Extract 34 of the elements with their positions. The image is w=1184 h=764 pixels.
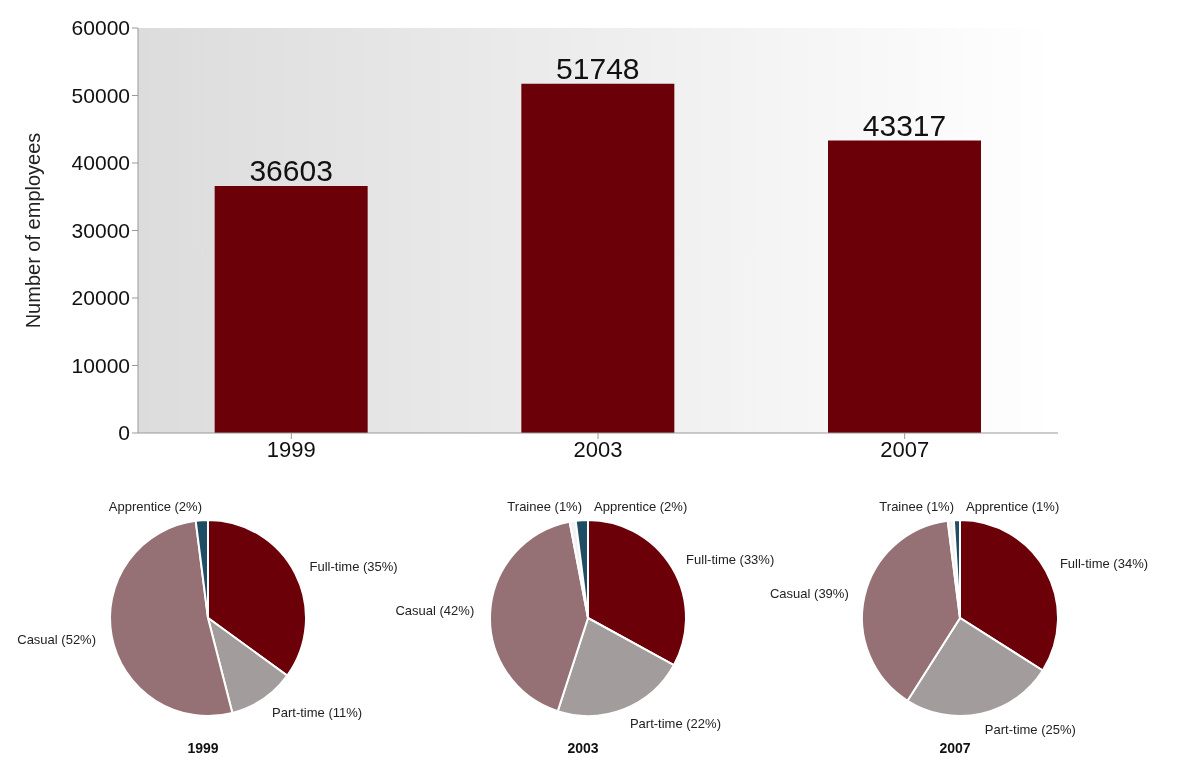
bar [521,83,675,433]
slice-label: Part-time (11%) [272,704,363,720]
slice-label: Apprentice (2%) [108,498,202,514]
x-tick-label: 2007 [880,436,930,462]
y-tick-label: 60000 [71,16,130,40]
text: 2003 [566,740,600,756]
slice-label: Casual (52%) [17,631,97,647]
slice-label: Trainee (1%) [879,498,954,514]
bar [214,185,368,433]
slice-label: Trainee (1%) [507,498,582,514]
slice-label: Casual (42%) [395,603,475,619]
text: 2007 [938,740,972,756]
slice-label: Part-time (25%) [984,721,1076,737]
y-tick-label: 50000 [71,83,130,107]
data-label: 36603 [249,153,333,187]
slice-label: Casual (39%) [769,585,849,601]
data-label: 43317 [862,108,947,142]
y-tick-label: 20000 [71,286,130,310]
y-axis-title: Number of employees [22,132,45,329]
text: 1999 [186,740,220,756]
slice-label: Part-time (22%) [629,716,721,732]
slice-label: Full-time (35%) [309,558,398,574]
x-tick-label: 1999 [266,436,316,462]
x-tick-label: 2003 [573,436,623,462]
bar [828,140,981,433]
y-tick-label: 30000 [71,218,130,242]
slice-label: Apprentice (1%) [966,498,1060,514]
data-label: 51748 [556,51,640,85]
y-tick-label: 0 [118,421,130,445]
y-tick-label: 40000 [71,151,130,175]
y-tick-label: 10000 [71,353,130,377]
slice-label: Apprentice (2%) [594,498,688,514]
slice-label: Full-time (33%) [686,552,775,568]
slice-label: Full-time (34%) [1059,555,1149,571]
